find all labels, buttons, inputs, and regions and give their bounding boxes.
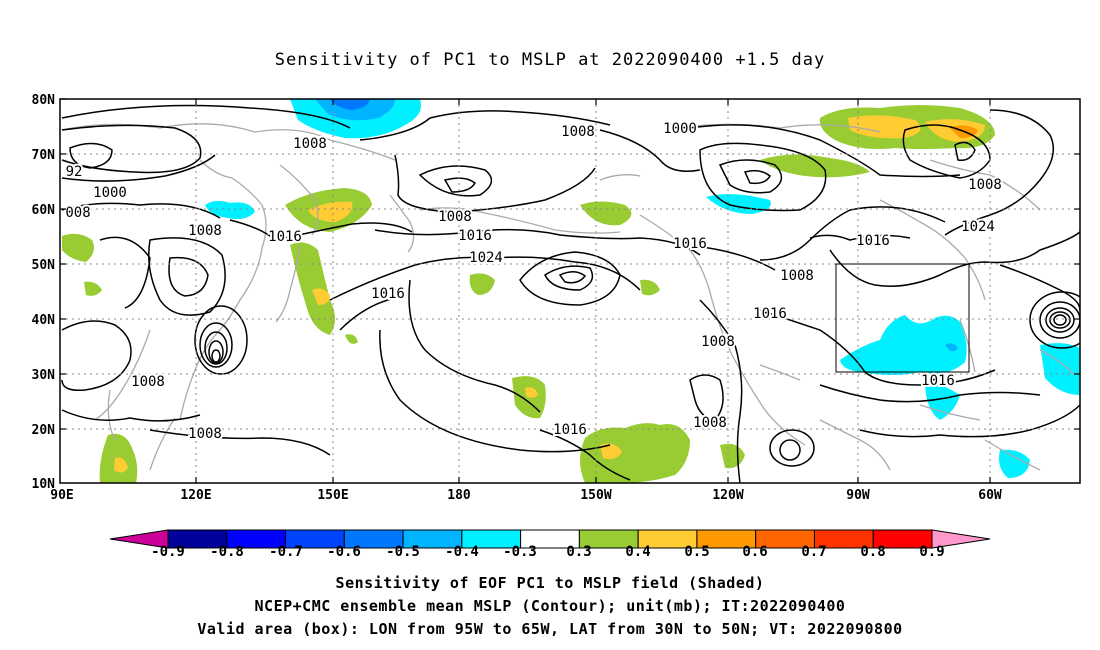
contour-label: 1024 (961, 219, 995, 235)
colorbar-label: -0.8 (210, 544, 244, 560)
contour-label: 1016 (673, 236, 707, 252)
lat-labels: 80N 70N 60N 50N 40N 30N 20N 10N (32, 93, 56, 492)
contour-label: 1016 (921, 373, 955, 389)
contour-label: 1008 (188, 223, 222, 239)
contour-label: 1008 (701, 334, 735, 350)
map-frame (59, 98, 1081, 484)
lon-label: 60W (978, 488, 1002, 503)
colorbar-label: -0.5 (386, 544, 420, 560)
colorbar-label: 0.9 (919, 544, 944, 560)
colorbar-label: -0.9 (151, 544, 185, 560)
lat-label: 70N (32, 148, 56, 163)
lon-label: 90W (846, 488, 870, 503)
contour-labels: 1008 1008 1000 92 1000 008 1008 1016 100… (63, 119, 1004, 444)
shaded-sensitivity (62, 99, 1080, 483)
caption-line-3: Valid area (box): LON from 95W to 65W, L… (197, 620, 903, 638)
contour-label: 1016 (458, 228, 492, 244)
contour-label: 1008 (968, 177, 1002, 193)
lat-label: 30N (32, 368, 56, 383)
lon-label: 180 (447, 488, 471, 503)
contour-label: 1008 (188, 426, 222, 442)
contour-label: 1016 (553, 422, 587, 438)
contour-label: 92 (66, 164, 83, 180)
contour-label: 1016 (753, 306, 787, 322)
lon-label: 150E (317, 488, 348, 503)
colorbar-label: 0.6 (742, 544, 767, 560)
valid-area-box (835, 263, 970, 373)
caption-line-1: Sensitivity of EOF PC1 to MSLP field (Sh… (335, 574, 765, 592)
colorbar-label: -0.4 (445, 544, 479, 560)
contour-label: 1008 (293, 136, 327, 152)
colorbar-label: -0.6 (327, 544, 361, 560)
colorbar-high-arrow (931, 529, 991, 549)
contour-label: 008 (65, 205, 90, 221)
lat-label: 60N (32, 203, 56, 218)
contour-label: 1000 (663, 121, 697, 137)
lat-label: 50N (32, 258, 56, 273)
lat-label: 20N (32, 423, 56, 438)
colorbar: -0.9 -0.8 -0.7 -0.6 -0.5 -0.4 -0.3 0.3 0… (109, 529, 991, 560)
contour-label: 1008 (438, 209, 472, 225)
map-title: Sensitivity of PC1 to MSLP at 2022090400… (274, 50, 826, 70)
lat-lon-grid (60, 99, 1080, 483)
contour-label: 1008 (780, 268, 814, 284)
contour-label: 1016 (268, 229, 302, 245)
colorbar-label: 0.8 (860, 544, 885, 560)
lon-labels: 90E 120E 150E 180 150W 120W 90W 60W (50, 488, 1002, 503)
coastlines (61, 123, 1076, 471)
colorbar-label: 0.3 (566, 544, 591, 560)
colorbar-label: -0.7 (269, 544, 303, 560)
caption-line-2: NCEP+CMC ensemble mean MSLP (Contour); u… (254, 597, 846, 615)
colorbar-label: 0.7 (801, 544, 826, 560)
lon-label: 120W (712, 488, 743, 503)
colorbar-label: 0.5 (684, 544, 709, 560)
lon-label: 120E (180, 488, 211, 503)
colorbar-label: -0.3 (503, 544, 537, 560)
contour-label: 1016 (371, 286, 405, 302)
contour-label: 1008 (131, 374, 165, 390)
contour-label: 1000 (93, 185, 127, 201)
contour-label: 1024 (469, 250, 503, 266)
contour-label: 1008 (561, 124, 595, 140)
lat-label: 80N (32, 93, 56, 108)
contour-label: 1008 (693, 415, 727, 431)
contour-label: 1016 (856, 233, 890, 249)
lon-label: 150W (580, 488, 611, 503)
lat-label: 10N (32, 477, 56, 492)
tick-marks (60, 98, 1080, 483)
colorbar-label: 0.4 (625, 544, 650, 560)
lon-label: 90E (50, 488, 73, 503)
lat-label: 40N (32, 313, 56, 328)
